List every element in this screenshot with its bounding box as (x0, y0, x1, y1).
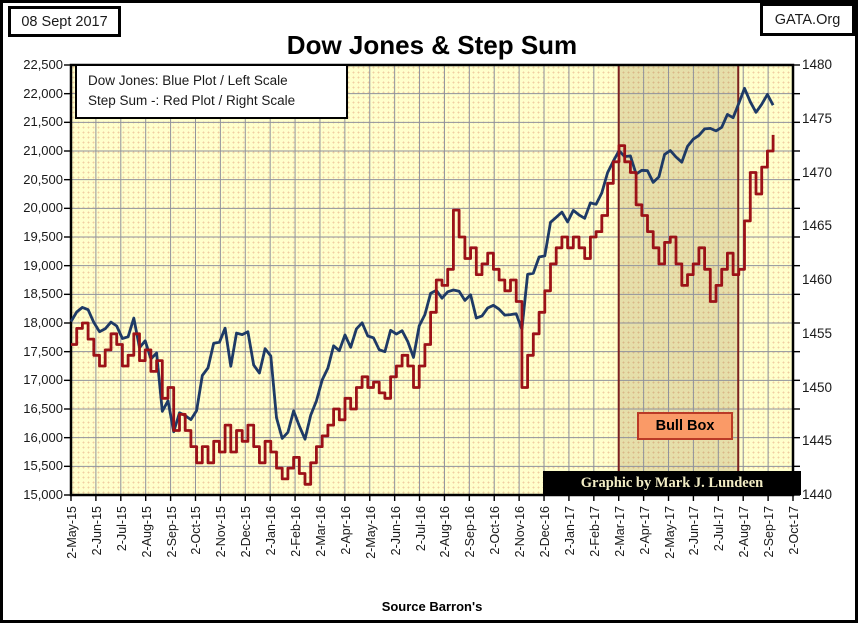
x-axis-tick-label: 2-Sep-15 (164, 506, 179, 558)
left-axis-tick-label: 22,500 (23, 57, 63, 72)
x-axis-tick-label: 2-Apr-16 (338, 506, 353, 555)
x-axis-tick-label: 2-May-17 (662, 506, 677, 559)
left-axis-tick-label: 19,500 (23, 229, 63, 244)
x-axis-tick-label: 2-Dec-15 (239, 506, 254, 558)
left-axis-tick-label: 21,500 (23, 114, 63, 130)
x-axis-tick-label: 2-Jun-16 (388, 506, 403, 556)
x-axis-tick-label: 2-Nov-15 (214, 506, 229, 558)
left-axis-tick-label: 18,500 (23, 286, 63, 302)
legend-line-dow-jones: Dow Jones: Blue Plot / Left Scale (88, 73, 288, 88)
bull-box-label: Bull Box (637, 412, 733, 440)
x-axis-tick-label: 2-Aug-16 (438, 506, 453, 558)
x-axis-tick-label: 2-Feb-16 (289, 506, 304, 557)
left-axis-tick-label: 19,000 (23, 257, 63, 273)
left-axis-tick-label: 16,500 (23, 401, 63, 416)
x-axis-tick-label: 2-Dec-16 (538, 506, 553, 558)
x-axis-tick-label: 2-Jan-16 (264, 506, 279, 556)
x-axis-tick-label: 2-Aug-15 (139, 506, 154, 558)
right-axis-tick-label: 1450 (802, 379, 833, 395)
left-axis-tick-label: 21,000 (23, 143, 63, 158)
x-axis-tick-label: 2-Jan-17 (562, 506, 577, 556)
x-axis-tick-label: 2-Jul-17 (712, 506, 727, 552)
x-axis-tick-label: 2-May-15 (65, 506, 79, 559)
x-axis-tick-label: 2-Jun-17 (687, 506, 702, 556)
left-axis-tick-label: 15,000 (23, 487, 63, 502)
left-axis-tick-label: 17,000 (23, 372, 63, 388)
left-axis-tick-label: 16,000 (23, 429, 63, 445)
x-axis-tick-label: 2-Mar-17 (612, 506, 627, 557)
left-axis-tick-label: 20,000 (23, 200, 63, 216)
legend-line-step-sum: Step Sum -: Red Plot / Right Scale (88, 93, 296, 108)
x-axis-tick-label: 2-Apr-17 (637, 506, 652, 555)
x-axis-tick-label: 2-Mar-16 (313, 506, 328, 557)
x-axis-tick-label: 2-Feb-17 (587, 506, 602, 557)
chart-title: Dow Jones & Step Sum (286, 30, 578, 60)
left-axis-tick-label: 18,000 (23, 315, 63, 330)
x-axis-tick-label: 2-Nov-16 (513, 506, 528, 558)
right-axis-tick-label: 1465 (802, 218, 833, 234)
legend-box: Dow Jones: Blue Plot / Left Scale Step S… (75, 64, 348, 119)
x-axis-tick-label: 2-Jun-15 (89, 506, 104, 556)
date-badge: 08 Sept 2017 (8, 6, 121, 37)
x-axis-tick-label: 2-Sep-17 (762, 506, 777, 558)
x-axis-tick-label: 2-May-16 (363, 506, 378, 559)
right-axis-tick-label: 1440 (802, 487, 833, 502)
x-axis-tick-label: 2-Oct-16 (488, 506, 503, 555)
source-label: Source Barron's (381, 599, 483, 614)
left-axis-tick-label: 15,500 (23, 458, 63, 474)
x-axis-tick-label: 2-Jul-15 (114, 506, 129, 552)
right-axis-tick-label: 1475 (802, 110, 833, 126)
x-axis-tick-label: 2-Aug-17 (737, 506, 752, 558)
x-axis-tick-label: 2-Oct-15 (189, 506, 204, 555)
x-axis-tick-label: 2-Jul-16 (413, 506, 428, 552)
right-axis-tick-label: 1445 (802, 433, 833, 449)
gata-text: GATA.Org (774, 11, 841, 28)
bull-box-text: Bull Box (655, 418, 715, 434)
x-axis-tick-label: 2-Oct-17 (787, 506, 801, 555)
left-axis-tick-label: 22,000 (23, 85, 63, 101)
right-axis-tick-label: 1460 (802, 272, 833, 287)
left-axis-tick-label: 20,500 (23, 171, 63, 187)
credit-box: Graphic by Mark J. Lundeen (543, 471, 801, 495)
right-axis-tick-label: 1470 (802, 164, 833, 180)
left-axis-tick-label: 17,500 (23, 343, 63, 359)
gata-badge: GATA.Org (760, 3, 855, 36)
right-axis-tick-label: 1480 (802, 57, 833, 72)
date-text: 08 Sept 2017 (21, 13, 108, 30)
x-axis-tick-label: 2-Sep-16 (463, 506, 478, 558)
right-axis-tick-label: 1455 (802, 325, 833, 341)
credit-text: Graphic by Mark J. Lundeen (580, 474, 764, 491)
